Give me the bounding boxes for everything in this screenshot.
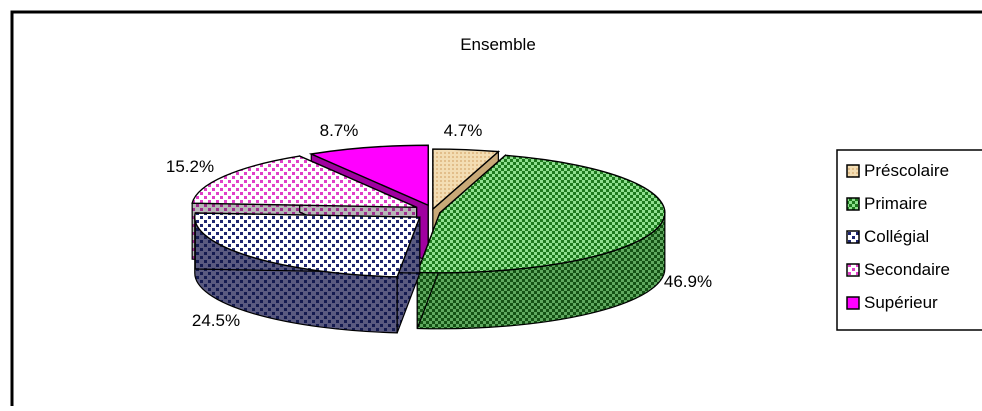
legend: Préscolaire Primaire Collégial Secondaire Su… bbox=[836, 149, 982, 331]
legend-label-prescolaire: Préscolaire bbox=[864, 161, 949, 180]
legend-label-superieur: Supérieur bbox=[864, 293, 938, 312]
legend-label-secondaire: Secondaire bbox=[864, 260, 950, 279]
slice-top-primaire bbox=[416, 154, 666, 274]
pie-slices bbox=[191, 144, 666, 334]
value-labels: 4.7% 46.9% 24.5% 15.2% 8.7% bbox=[166, 121, 712, 330]
legend-swatch-primaire bbox=[846, 197, 860, 211]
slice-top-superieur bbox=[308, 144, 429, 207]
legend-label-collegial: Collégial bbox=[864, 227, 929, 246]
legend-item-collegial: Collégial bbox=[846, 227, 929, 246]
legend-label-primaire: Primaire bbox=[864, 194, 927, 213]
legend-swatch-collegial bbox=[846, 230, 860, 244]
value-label-secondaire: 15.2% bbox=[166, 157, 214, 176]
pie-slice-primaire bbox=[416, 154, 666, 330]
value-label-superieur: 8.7% bbox=[320, 121, 359, 140]
legend-swatch-secondaire bbox=[846, 263, 860, 277]
chart-title: Ensemble bbox=[460, 35, 536, 54]
value-label-collegial: 24.5% bbox=[192, 311, 240, 330]
slice-top-collegial bbox=[194, 212, 421, 278]
legend-item-primaire: Primaire bbox=[846, 194, 927, 213]
value-label-primaire: 46.9% bbox=[664, 272, 712, 291]
legend-box bbox=[836, 149, 982, 331]
value-label-prescolaire: 4.7% bbox=[444, 121, 483, 140]
legend-item-superieur: Supérieur bbox=[846, 293, 938, 312]
slice-top-secondaire bbox=[191, 155, 417, 209]
legend-item-secondaire: Secondaire bbox=[846, 260, 950, 279]
legend-item-prescolaire: Préscolaire bbox=[846, 161, 949, 180]
pie-slice-collegial bbox=[194, 212, 421, 334]
slice-top-prescolaire bbox=[432, 148, 501, 211]
legend-swatch-superieur bbox=[846, 296, 860, 310]
legend-swatch-prescolaire bbox=[846, 164, 860, 178]
